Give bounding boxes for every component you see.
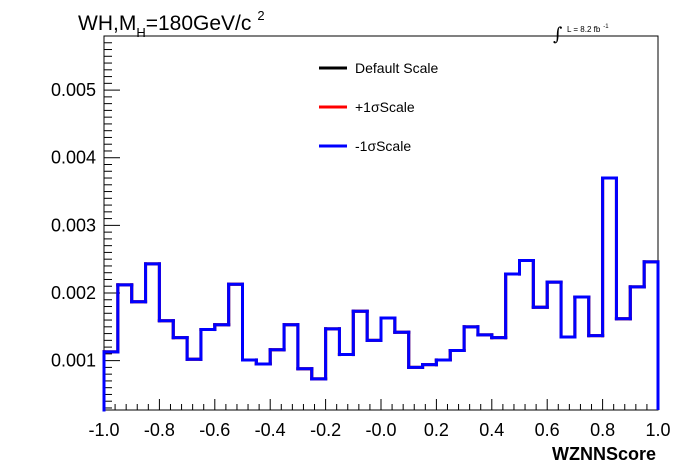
legend-label: -1σScale [355,138,411,154]
title-main: WH,M [78,12,136,35]
y-tick-label: 0.005 [51,80,96,100]
x-tick-label: 0.6 [535,420,560,440]
title-sub: H [136,25,145,40]
lumi-sup: -1 [603,24,609,30]
lumi-integral: ∫ [553,24,563,45]
legend-label: +1σScale [355,99,415,115]
plot-title: WH,MH=180GeV/c 2 [78,8,265,40]
series-layer [102,176,660,412]
y-tick-label: 0.003 [51,215,96,235]
y-tick-label: 0.001 [51,351,96,371]
x-axis: -1.0 -0.8 -0.6 -0.4 -0.2 -0.0 0.2 0.4 0.6 0.8 1.0 [88,399,671,440]
x-tick-label: -1.0 [88,420,119,440]
legend-label: Default Scale [355,60,438,76]
x-tick-label: -0.4 [255,420,286,440]
x-tick-label: -0.0 [365,420,396,440]
legend: Default Scale +1σScale -1σScale [319,60,438,154]
title-sup: 2 [257,8,264,23]
x-tick-label: -0.2 [310,420,341,440]
lumi-label: L = 8.2 fb -1 [567,24,609,34]
series--1-scale [102,176,660,412]
y-tick-label: 0.004 [51,148,96,168]
lumi-text: L = 8.2 fb [567,25,601,34]
x-tick-label: 0.8 [590,420,615,440]
y-axis: 0.001 0.002 0.003 0.004 0.005 [51,35,120,409]
x-tick-label: 0.4 [479,420,504,440]
title-rest: =180GeV/c [146,12,252,35]
x-tick-label: 0.2 [424,420,449,440]
x-tick-label: -0.6 [199,420,230,440]
x-tick-label: -0.8 [144,420,175,440]
x-axis-title: WZNNScore [552,444,656,464]
y-tick-label: 0.002 [51,283,96,303]
series-default-scale [102,176,660,412]
series--1-scale [102,176,660,412]
x-tick-label: 1.0 [645,420,670,440]
